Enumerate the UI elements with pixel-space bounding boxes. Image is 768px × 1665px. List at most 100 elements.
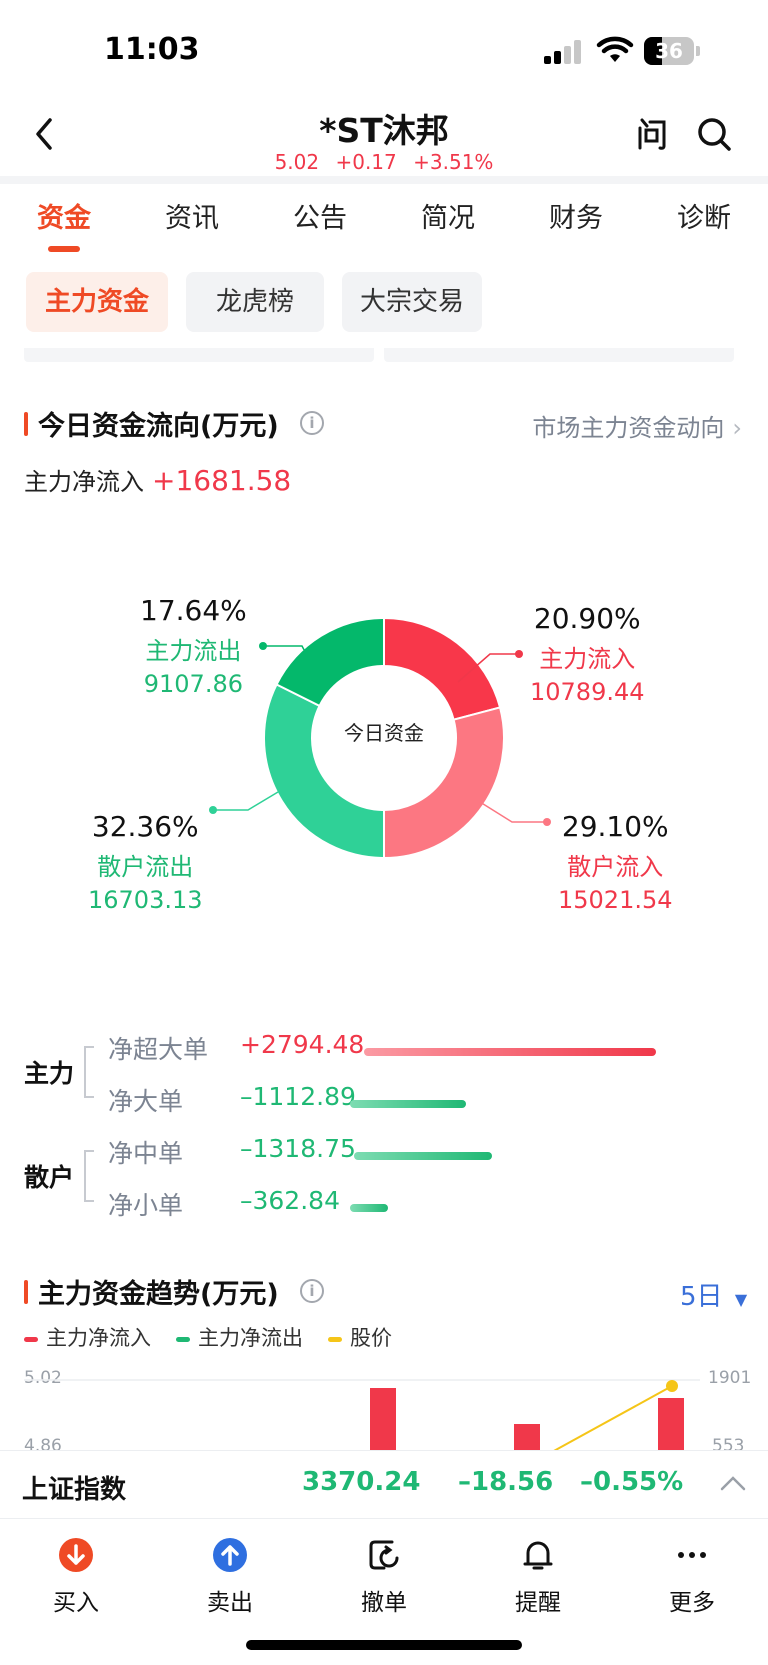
nav-label: 提醒	[515, 1590, 561, 1616]
wifi-icon	[596, 36, 634, 62]
nav-alerts[interactable]: 提醒	[478, 1529, 598, 1617]
info-icon[interactable]: i	[300, 1279, 324, 1303]
header-divider	[0, 176, 768, 184]
price-line	[551, 1385, 673, 1453]
cellular-signal-icon	[544, 40, 584, 64]
buy-icon	[59, 1538, 93, 1572]
nav-sell[interactable]: 卖出	[170, 1529, 290, 1617]
tab-funds[interactable]: 资金	[37, 203, 91, 234]
trend-bar	[658, 1398, 684, 1456]
chevron-up-icon[interactable]	[720, 1475, 746, 1491]
flow-title-text: 今日资金流向(万元)	[38, 411, 279, 442]
nav-label: 买入	[53, 1590, 99, 1616]
tab-diagnosis[interactable]: 诊断	[677, 203, 731, 234]
stock-change: +0.17	[335, 150, 397, 174]
trend-chart	[24, 1379, 700, 1456]
market-funds-link[interactable]: 市场主力资金动向 ›	[532, 408, 742, 443]
flow-section-title: 今日资金流向(万元)	[24, 404, 324, 444]
row-value: +2794.48	[240, 1030, 365, 1059]
slice-name: 散户流入	[567, 853, 664, 881]
slice-name: 主力流出	[145, 637, 242, 665]
back-icon[interactable]	[30, 116, 60, 152]
tab-profile[interactable]: 简况	[421, 203, 475, 234]
group-label-main: 主力	[24, 1059, 75, 1088]
slice-name: 主力流入	[539, 645, 636, 673]
market-index-bar[interactable]: 上证指数 3370.24 –18.56 –0.55%	[0, 1450, 768, 1518]
subtab-block-trade[interactable]: 大宗交易	[342, 272, 482, 332]
slice-pct: 32.36%	[91, 810, 199, 843]
chevron-right-icon: ›	[732, 414, 742, 442]
flow-bar	[364, 1048, 656, 1056]
slice-value: 9107.86	[143, 670, 243, 698]
slice-label-retail-in: 29.10% 散户流入 15021.54	[558, 810, 673, 914]
period-dropdown[interactable]: 5日 ▼	[680, 1276, 747, 1313]
main-tabs: 资金 资讯 公告 简况 财务 诊断	[0, 196, 768, 254]
nav-label: 更多	[669, 1590, 715, 1616]
index-name: 上证指数	[22, 1475, 127, 1505]
index-value: 3370.24	[302, 1467, 421, 1497]
nav-cancel-order[interactable]: 撤单	[324, 1529, 444, 1617]
subtab-dragon-tiger[interactable]: 龙虎榜	[186, 272, 324, 332]
slice-value: 10789.44	[530, 678, 645, 706]
row-value: –362.84	[240, 1186, 340, 1215]
row-name: 净小单	[108, 1191, 184, 1220]
legend-label: 主力净流出	[198, 1326, 303, 1350]
slice-value: 16703.13	[88, 886, 203, 914]
stock-header: *ST沐邦 5.02 +0.17 +3.51%	[0, 100, 768, 176]
row-value: –1112.89	[240, 1082, 356, 1111]
legend-item: 主力净流出	[176, 1322, 303, 1352]
status-time: 11:03	[104, 32, 200, 67]
donut-slice	[263, 683, 385, 860]
y-right-top: 1901	[708, 1368, 752, 1388]
slice-pct: 29.10%	[561, 810, 669, 843]
donut-slice	[275, 616, 385, 708]
slice-pct: 20.90%	[533, 602, 641, 635]
search-icon[interactable]	[694, 114, 734, 154]
subtab-main-funds[interactable]: 主力资金	[26, 272, 168, 332]
flow-bar	[354, 1152, 492, 1160]
slice-label-main-out: 17.64% 主力流出 9107.86	[140, 594, 247, 698]
netflow-summary: 主力净流入 +1681.58	[24, 462, 291, 497]
battery-level: 36	[655, 39, 683, 63]
tab-announcements[interactable]: 公告	[293, 203, 347, 234]
row-name: 净超大单	[108, 1035, 209, 1064]
period-value: 5日	[680, 1282, 723, 1312]
bell-icon	[523, 1541, 553, 1570]
row-name: 净中单	[108, 1139, 184, 1168]
home-indicator	[246, 1640, 522, 1650]
flow-bar	[350, 1204, 388, 1212]
group-bracket-main	[84, 1046, 94, 1098]
nav-buy[interactable]: 买入	[16, 1529, 136, 1617]
sell-icon	[213, 1538, 247, 1572]
legend-item: 主力净流入	[24, 1322, 151, 1352]
nav-more[interactable]: 更多	[632, 1529, 752, 1617]
slice-label-retail-out: 32.36% 散户流出 16703.13	[88, 810, 203, 914]
tab-news[interactable]: 资讯	[165, 203, 219, 234]
flow-bar	[350, 1100, 467, 1108]
slice-label-main-in: 20.90% 主力流入 10789.44	[530, 602, 645, 706]
y-left-top: 5.02	[24, 1368, 62, 1388]
scroll-remnant-left	[24, 348, 374, 362]
index-change: –18.56	[458, 1467, 554, 1497]
donut-slice	[383, 706, 505, 860]
legend-label: 主力净流入	[46, 1326, 151, 1350]
price-point	[666, 1380, 678, 1392]
scroll-remnant-right	[384, 348, 734, 362]
tab-financials[interactable]: 财务	[549, 203, 603, 234]
ask-icon[interactable]	[632, 114, 672, 154]
info-icon[interactable]: i	[300, 411, 324, 435]
index-change-pct: –0.55%	[580, 1467, 684, 1497]
donut-slice	[383, 616, 502, 721]
quote-line: 5.02 +0.17 +3.51%	[0, 150, 768, 174]
caret-down-icon: ▼	[734, 1290, 748, 1309]
active-tab-indicator	[48, 246, 80, 252]
donut-chart: 今日资金	[209, 616, 551, 860]
fund-flow-donut: 今日资金 20.90% 主力流入 10789.44 29.10% 散户流入 15…	[0, 560, 768, 960]
netflow-value: +1681.58	[152, 464, 292, 497]
more-icon	[678, 1552, 706, 1558]
trend-title-text: 主力资金趋势(万元)	[38, 1279, 279, 1310]
donut-center-label: 今日资金	[344, 721, 424, 745]
slice-value: 15021.54	[558, 886, 673, 914]
row-name: 净大单	[108, 1087, 184, 1116]
market-link-text: 市场主力资金动向	[532, 414, 725, 442]
